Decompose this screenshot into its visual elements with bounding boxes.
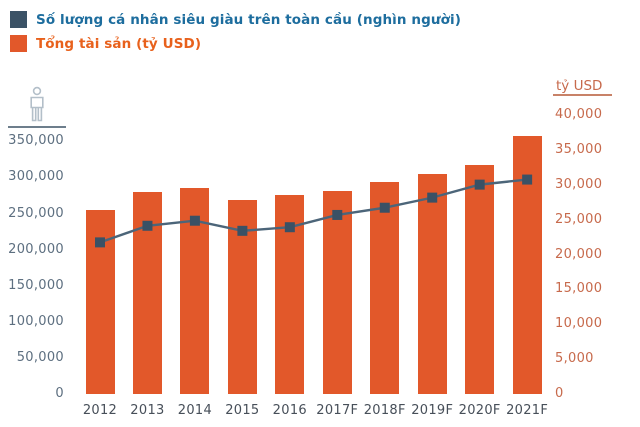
left-axis-underline [8, 126, 66, 128]
bar-2014 [180, 187, 210, 394]
legend-item-population: Số lượng cá nhân siêu giàu trên toàn cầu… [10, 11, 461, 28]
x-label-2019F: 2019F [411, 403, 454, 418]
person-icon [30, 86, 44, 122]
tick-left-tick: 300,000 [8, 169, 64, 185]
tick-right-tick: 15,000 [555, 281, 603, 297]
right-axis-underline [553, 94, 612, 96]
tick-right-tick: 30,000 [555, 176, 603, 192]
tick-left-tick: 150,000 [8, 277, 64, 293]
bar-2013 [132, 192, 162, 394]
tick-right-tick: 5,000 [555, 351, 594, 367]
tick-left-tick: 200,000 [8, 241, 64, 257]
x-label-2012: 2012 [82, 403, 118, 418]
bar-2012 [85, 209, 115, 394]
x-label-2021F: 2021F [506, 403, 549, 418]
x-label-2013: 2013 [130, 403, 165, 418]
x-label-2020F: 2020F [458, 403, 501, 418]
bar-2016 [275, 195, 305, 394]
legend-label-wealth: Tổng tài sản (tỷ USD) [36, 35, 202, 52]
tick-left-tick: 0 [55, 386, 64, 401]
x-label-2014: 2014 [177, 403, 213, 418]
x-label-2018F: 2018F [363, 403, 406, 418]
tick-left-tick: 350,000 [8, 133, 64, 149]
bar-2015 [227, 200, 257, 394]
tick-right-tick: 35,000 [555, 141, 603, 157]
right-axis-title: tỷ USD [556, 78, 603, 94]
x-label-2016: 2016 [272, 403, 307, 418]
legend: Số lượng cá nhân siêu giàu trên toàn cầu… [10, 11, 461, 59]
tick-right-tick: 25,000 [555, 211, 603, 227]
left-axis-header [8, 86, 66, 128]
tick-left-tick: 250,000 [8, 205, 64, 221]
bar-2020F [465, 164, 495, 394]
tick-left-tick: 100,000 [8, 313, 64, 329]
bar-2021F [512, 135, 542, 394]
legend-label-population: Số lượng cá nhân siêu giàu trên toàn cầu… [36, 11, 461, 28]
tick-right-tick: 20,000 [555, 246, 603, 262]
population-line [99, 178, 528, 244]
tick-right-tick: 10,000 [555, 316, 603, 332]
bar-2017F [322, 191, 352, 394]
tick-right-tick: 0 [555, 386, 564, 401]
tick-right-tick: 40,000 [555, 107, 603, 122]
legend-item-wealth: Tổng tài sản (tỷ USD) [10, 35, 461, 52]
bar-2018F [370, 181, 400, 394]
legend-swatch-wealth [10, 35, 27, 52]
bar-2019F [417, 173, 447, 394]
x-label-2017F: 2017F [316, 403, 359, 418]
legend-swatch-population [10, 11, 27, 28]
x-label-2015: 2015 [225, 403, 260, 418]
tick-left-tick: 50,000 [16, 349, 64, 365]
